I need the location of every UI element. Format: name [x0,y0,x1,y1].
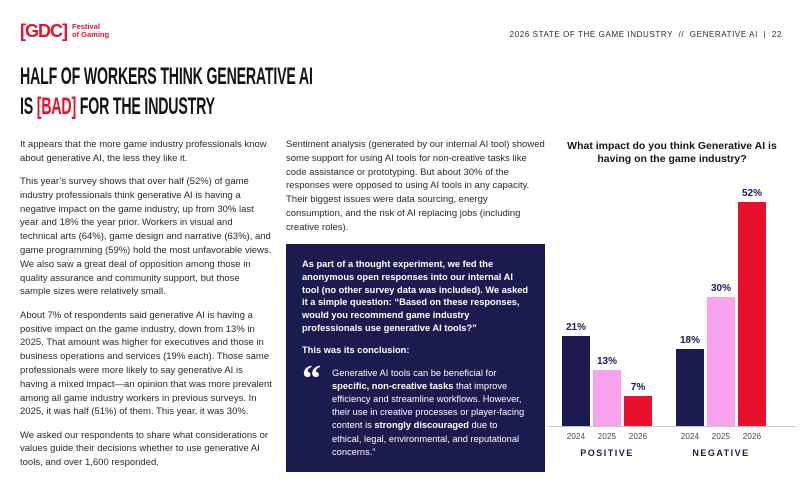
bar-column: 7% [624,382,652,426]
chart-group-labels: POSITIVE NEGATIVE [562,448,796,458]
chart-plot: 21% 13% 7% 18% 30% 52% [562,188,796,426]
quotation-mark-icon: “ [302,357,321,400]
bar-value-label-positive-2024: 21% [565,322,586,333]
x-tick-label: 2024 [566,432,586,441]
quote-box-conclusion-label: This was its conclusion: [302,344,410,355]
bar-group-negative: 18% 30% 52% [676,188,766,426]
bar-column: 21% [562,322,590,426]
year-tick-group: 2024 2025 2026 [562,432,652,441]
bar-value-label-positive-2026: 7% [630,382,646,393]
quote-segment: Generative AI tools can be beneficial fo… [332,367,497,378]
x-group-label-positive: POSITIVE [580,448,634,458]
title-line2-suffix: FOR THE INDUSTRY [76,93,215,120]
title-line2-prefix: IS [20,93,37,120]
title-line1: HALF OF WORKERS THINK GENERATIVE AI [20,63,313,90]
bar-negative-2026 [738,202,766,426]
quote-text: Generative AI tools can be beneficial fo… [332,367,529,459]
quote-bold-segment: specific, non-creative tasks [332,380,454,391]
x-group-label-negative: NEGATIVE [692,448,750,458]
title-highlight-bad: [BAD] [36,93,77,120]
body-paragraph: About 7% of respondents said generative … [20,309,272,418]
bar-value-label-positive-2025: 13% [596,356,617,367]
quote-segment: that improve efficiency and streamline w… [332,380,525,431]
chart-title: What impact do you think Generative AI i… [567,140,777,165]
body-paragraph: We asked our respondents to share what c… [20,429,269,469]
bar-positive-2025 [593,370,621,426]
bar-value-label-negative-2024: 18% [679,335,700,346]
quote-segment: due to ethical, legal, environmental, an… [332,420,520,457]
bar-group-positive: 21% 13% 7% [562,322,652,426]
x-tick-label: 2026 [742,432,762,441]
bar-column: 52% [738,188,766,426]
x-tick-label: 2024 [680,432,700,441]
chart-x-axis-line: 21% 13% 7% 18% 30% 52% [548,188,796,427]
middle-column: Sentiment analysis (generated by our int… [286,138,545,473]
year-tick-group: 2024 2025 2026 [676,432,766,441]
gdc-logo: [GDC] Festival of Gaming [20,22,109,40]
blockquote: “ Generative AI tools can be beneficial … [302,357,529,459]
x-tick-label: 2026 [628,432,648,441]
left-column: It appears that the more game industry p… [20,138,272,480]
body-paragraph: This year’s survey shows that over half … [20,176,272,298]
bar-column: 13% [593,356,621,426]
bar-positive-2024 [562,336,590,426]
ai-conclusion-quote-box: As part of a thought experiment, we fed … [286,244,545,473]
page-title: HALF OF WORKERS THINK GENERATIVE AI IS [… [20,62,313,122]
x-tick-label: 2025 [597,432,617,441]
festival-line2: of Gaming [72,30,110,39]
body-paragraph: Sentiment analysis (generated by our int… [286,139,545,233]
bar-positive-2026 [624,396,652,426]
quote-bold-segment: strongly discouraged [374,420,469,431]
impact-bar-chart: What impact do you think Generative AI i… [548,140,796,458]
bar-value-label-negative-2026: 52% [741,188,762,199]
bar-value-label-negative-2025: 30% [710,283,731,294]
gdc-brand-mark: [GDC] [20,21,68,41]
chart-year-labels: 2024 2025 2026 2024 2025 2026 [562,432,796,441]
bar-negative-2024 [676,349,704,426]
festival-line1: Festival [72,21,100,31]
festival-of-gaming-label: Festival of Gaming [72,21,110,40]
bar-column: 30% [707,283,735,426]
header-meta: 2026 STATE OF THE GAME INDUSTRY // GENER… [509,30,782,39]
bar-negative-2025 [707,297,735,426]
bar-column: 18% [676,335,704,426]
x-tick-label: 2025 [711,432,731,441]
body-paragraph: It appears that the more game industry p… [20,139,267,164]
quote-box-intro: As part of a thought experiment, we fed … [302,259,529,334]
